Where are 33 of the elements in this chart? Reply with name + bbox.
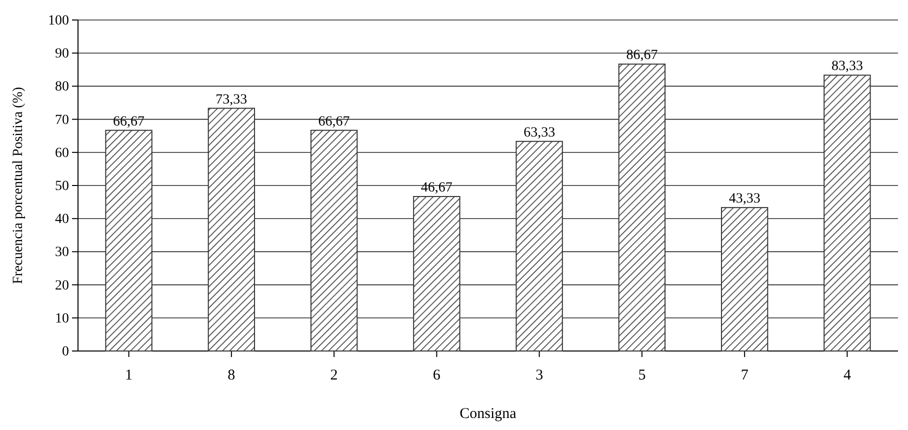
bar <box>824 74 871 352</box>
x-tick-label: 4 <box>843 368 852 384</box>
x-tick-label: 2 <box>330 368 338 384</box>
x-tick-label: 7 <box>740 368 749 384</box>
bar <box>618 64 666 352</box>
x-axis-title: Consigna <box>460 406 517 422</box>
bar <box>720 207 768 352</box>
y-tick-label: 90 <box>55 46 69 62</box>
bar <box>516 140 563 352</box>
data-label: 43,33 <box>728 192 760 207</box>
y-tick-label: 70 <box>55 112 69 128</box>
y-tick-label: 10 <box>55 311 69 326</box>
y-tick-label: 60 <box>55 146 69 161</box>
y-axis-title: Frecuencia porcentual Positiva (%) <box>11 86 26 284</box>
x-tick-label: 5 <box>638 368 646 384</box>
y-tick-label: 40 <box>55 212 69 228</box>
x-tick-label: 8 <box>228 368 236 384</box>
bar <box>413 196 460 352</box>
bar <box>310 130 358 352</box>
data-label: 83,33 <box>831 59 863 74</box>
data-label: 73,33 <box>216 92 248 108</box>
bar <box>105 130 152 352</box>
x-tick-label: 1 <box>125 368 133 384</box>
bar <box>208 108 256 352</box>
y-tick-label: 80 <box>55 80 69 95</box>
x-tick-label: 3 <box>536 368 544 384</box>
y-tick-label: 50 <box>55 178 69 194</box>
x-tick-label: 6 <box>432 368 441 384</box>
y-tick-label: 0 <box>62 344 69 360</box>
y-tick-label: 30 <box>55 245 69 260</box>
y-tick-label: 100 <box>48 13 69 28</box>
data-label: 63,33 <box>524 125 556 140</box>
y-tick-label: 20 <box>55 278 69 294</box>
